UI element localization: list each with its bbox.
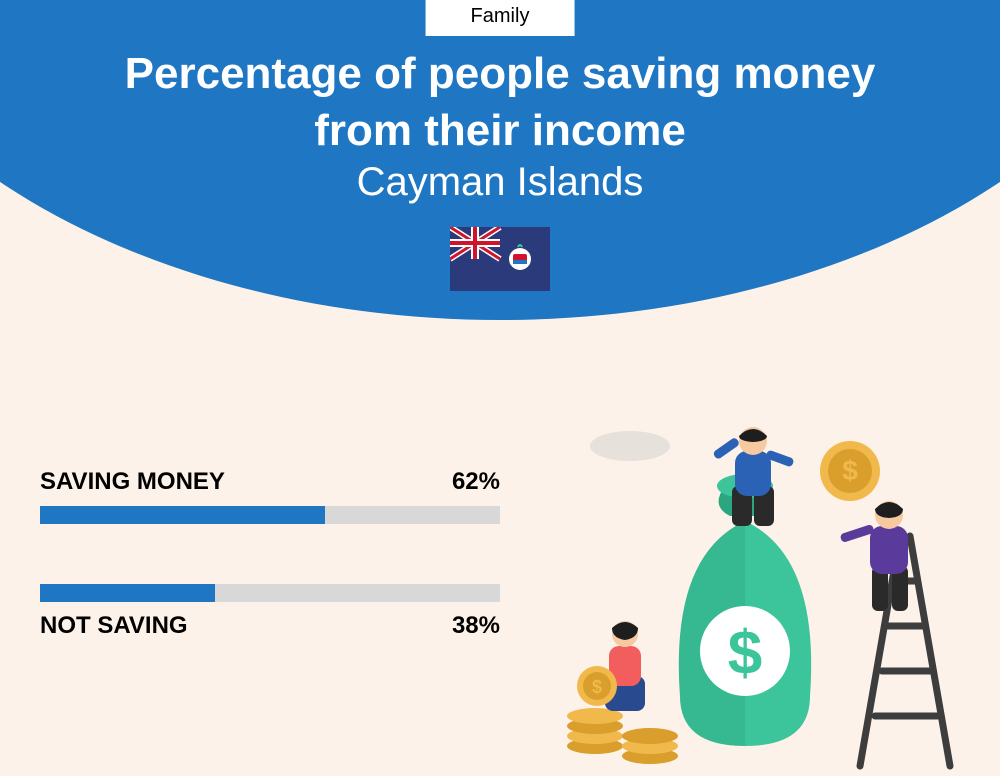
- title-line-2: from their income: [314, 106, 686, 155]
- page-title: Percentage of people saving money from t…: [0, 45, 1000, 159]
- cloud-icon: [590, 431, 670, 461]
- bar-label: SAVING MONEY: [40, 468, 225, 496]
- person-ladder-icon: [840, 501, 908, 611]
- bar-label-row: SAVING MONEY 62%: [40, 468, 500, 496]
- person-sitting-icon: $: [577, 621, 645, 711]
- bar-chart: SAVING MONEY 62% NOT SAVING 38%: [40, 468, 500, 700]
- bar-label: NOT SAVING: [40, 612, 188, 640]
- coin-stack-icon: [567, 708, 678, 764]
- bar-fill: [40, 506, 325, 524]
- svg-text:$: $: [842, 455, 858, 486]
- bar-track: [40, 584, 500, 602]
- svg-text:$: $: [728, 619, 762, 688]
- bar-fill: [40, 584, 215, 602]
- bar-value: 38%: [452, 612, 500, 640]
- coin-icon: $: [820, 441, 880, 501]
- bar-not-saving: NOT SAVING 38%: [40, 584, 500, 640]
- bar-label-row: NOT SAVING 38%: [40, 612, 500, 640]
- savings-illustration: $ $: [560, 416, 990, 776]
- category-badge: Family: [426, 0, 575, 36]
- bar-track: [40, 506, 500, 524]
- bar-value: 62%: [452, 468, 500, 496]
- flag-cayman-islands: [450, 227, 550, 291]
- svg-text:$: $: [592, 677, 602, 697]
- bar-saving-money: SAVING MONEY 62%: [40, 468, 500, 524]
- page-subtitle: Cayman Islands: [0, 160, 1000, 205]
- title-line-1: Percentage of people saving money: [125, 49, 876, 98]
